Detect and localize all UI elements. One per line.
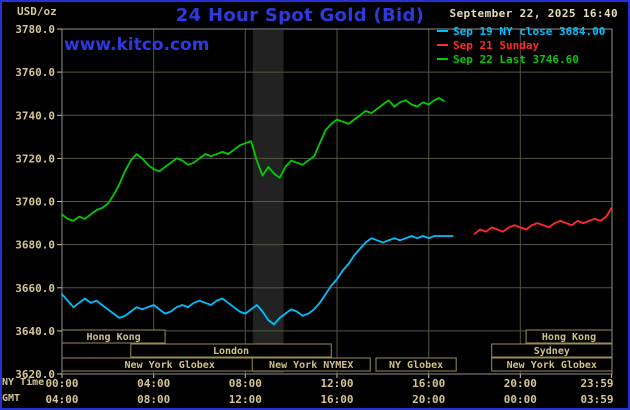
- session-label: NY Globex: [389, 360, 443, 371]
- x-axis-ny-tick-label: 20:00: [504, 377, 537, 390]
- legend-label-sep19: Sep 19 NY close 3684.00: [453, 24, 606, 38]
- x-axis-gmt-tick-label: 03:59: [580, 393, 613, 406]
- legend-label-sep22: Sep 22 Last 3746.60: [453, 52, 579, 66]
- y-axis-label: 3620.0: [15, 368, 55, 381]
- legend-label-sep21: Sep 21 Sunday: [453, 38, 540, 52]
- x-axis-gmt-tick-label: 08:00: [137, 393, 170, 406]
- legend-item-sep19: Sep 19 NY close 3684.00: [437, 24, 605, 38]
- y-axis-units-label: USD/oz: [17, 5, 57, 18]
- plot-border: [61, 28, 613, 375]
- y-axis-label: 3740.0: [15, 109, 55, 122]
- series-line-sep-19-ny-close: [61, 235, 454, 326]
- y-axis-label: 3760.0: [15, 66, 55, 79]
- session-label: New York NYMEX: [269, 360, 353, 371]
- y-axis-label: 3680.0: [15, 239, 55, 252]
- chart-title: 24 Hour Spot Gold (Bid): [175, 5, 425, 26]
- session-label: Hong Kong: [542, 332, 596, 343]
- y-axis-label: 3640.0: [15, 325, 55, 338]
- x-axis-ny-tick-label: 16:00: [412, 377, 445, 390]
- x-axis-gmt-tick-label: 20:00: [412, 393, 445, 406]
- series-line-sep-22-last: [61, 97, 445, 222]
- legend-item-sep22: Sep 22 Last 3746.60: [437, 52, 605, 66]
- x-axis-ny-tick-label: 12:00: [320, 377, 353, 390]
- y-axis-label: 3660.0: [15, 282, 55, 295]
- x-axis-ny-tick-label: 23:59: [580, 377, 613, 390]
- x-axis-gmt-label: GMT: [2, 393, 21, 404]
- y-axis-label: 3780.0: [15, 23, 55, 36]
- legend-swatch-sep22-icon: [437, 58, 448, 60]
- kitco-website-link[interactable]: www.kitco.com: [64, 35, 210, 55]
- session-label: New York Globex: [507, 360, 597, 371]
- legend-swatch-sep19-icon: [437, 30, 448, 32]
- legend-swatch-sep21-icon: [437, 44, 448, 46]
- session-box: [130, 343, 332, 358]
- x-axis-gmt-tick-label: 00:00: [504, 393, 537, 406]
- y-axis-label: 3720.0: [15, 152, 55, 165]
- session-box: [251, 357, 371, 372]
- x-axis-ny-tick-label: 00:00: [45, 377, 78, 390]
- x-axis-ny-tick-label: 08:00: [229, 377, 262, 390]
- x-axis-gmt-tick-label: 16:00: [320, 393, 353, 406]
- x-axis-gmt-tick-label: 12:00: [229, 393, 262, 406]
- session-box: [375, 357, 457, 372]
- session-label: New York Globex: [125, 360, 215, 371]
- x-axis-ny-tick-label: 04:00: [137, 377, 170, 390]
- session-label: London: [213, 346, 249, 357]
- x-axis-nytime-label: NY Time: [2, 377, 45, 388]
- session-label: Sydney: [534, 346, 570, 357]
- session-label: Hong Kong: [87, 332, 141, 343]
- series-line-sep-21-sunday: [473, 207, 613, 235]
- x-axis-gmt-tick-label: 04:00: [45, 393, 78, 406]
- legend-item-sep21: Sep 21 Sunday: [437, 38, 605, 52]
- legend: Sep 19 NY close 3684.00 Sep 21 Sunday Se…: [437, 24, 605, 66]
- y-axis-label: 3700.0: [15, 196, 55, 209]
- chart-datetime: September 22, 2025 16:40: [449, 7, 618, 20]
